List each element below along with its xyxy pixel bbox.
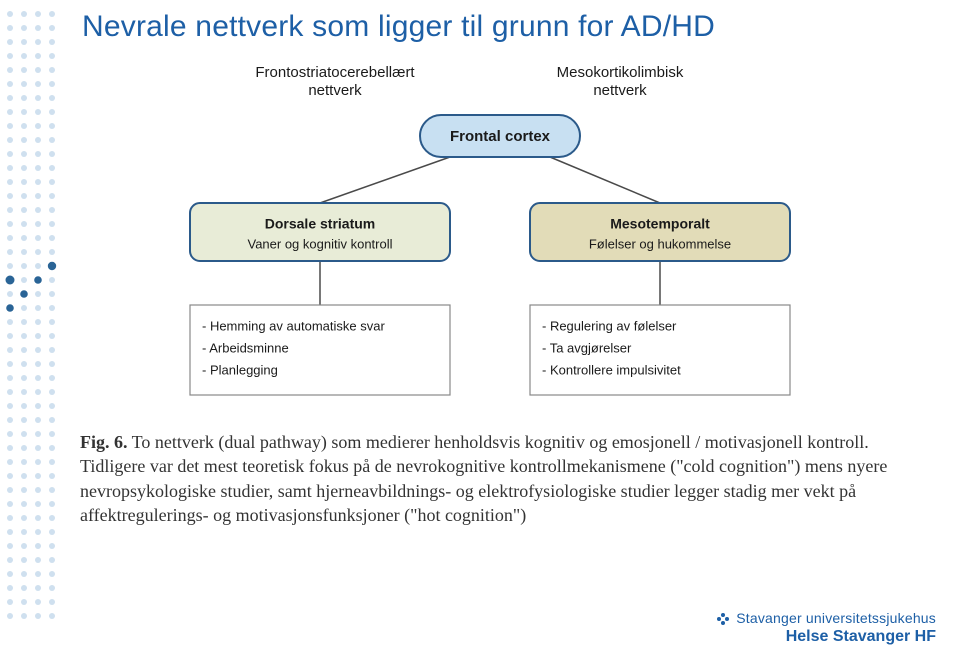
func-right-0: - Regulering av følelser: [542, 318, 677, 333]
hospital-dots-icon: [716, 612, 730, 626]
node-meso-line1: Mesotemporalt: [610, 216, 710, 232]
figure-caption: Fig. 6. To nettverk (dual pathway) som m…: [80, 430, 890, 527]
edge-root-left: [320, 157, 450, 203]
node-meso-line2: Følelser og hukommelse: [589, 236, 731, 251]
footer-line1: Stavanger universitetssjukehus: [736, 610, 936, 626]
figure-caption-prefix: Fig. 6.: [80, 432, 128, 452]
footer-logo: Stavanger universitetssjukehus Helse Sta…: [716, 610, 936, 646]
header-right-2: nettverk: [593, 82, 647, 99]
func-left-2: - Planlegging: [202, 362, 278, 377]
footer-line2: Helse Stavanger HF: [716, 628, 936, 646]
node-dorsale-line2: Vaner og kognitiv kontroll: [247, 236, 392, 251]
header-right-1: Mesokortikolimbisk: [557, 64, 684, 81]
func-right-2: - Kontrollere impulsivitet: [542, 362, 681, 377]
func-left-0: - Hemming av automatiske svar: [202, 318, 385, 333]
figure-caption-text: To nettverk (dual pathway) som medierer …: [80, 432, 887, 525]
network-diagram: Frontostriatocerebellært nettverk Mesoko…: [140, 55, 830, 420]
header-left-1: Frontostriatocerebellært: [255, 64, 415, 81]
edge-root-right: [550, 157, 660, 203]
node-dorsale-line1: Dorsale striatum: [265, 216, 375, 232]
node-dorsale-striatum: [190, 203, 450, 261]
slide-title: Nevrale nettverk som ligger til grunn fo…: [82, 10, 715, 43]
func-right-1: - Ta avgjørelser: [542, 340, 632, 355]
side-dot-pattern: [0, 0, 72, 660]
node-frontal-cortex-label: Frontal cortex: [450, 128, 551, 145]
func-left-1: - Arbeidsminne: [202, 340, 289, 355]
node-mesotemporalt: [530, 203, 790, 261]
header-left-2: nettverk: [308, 82, 362, 99]
